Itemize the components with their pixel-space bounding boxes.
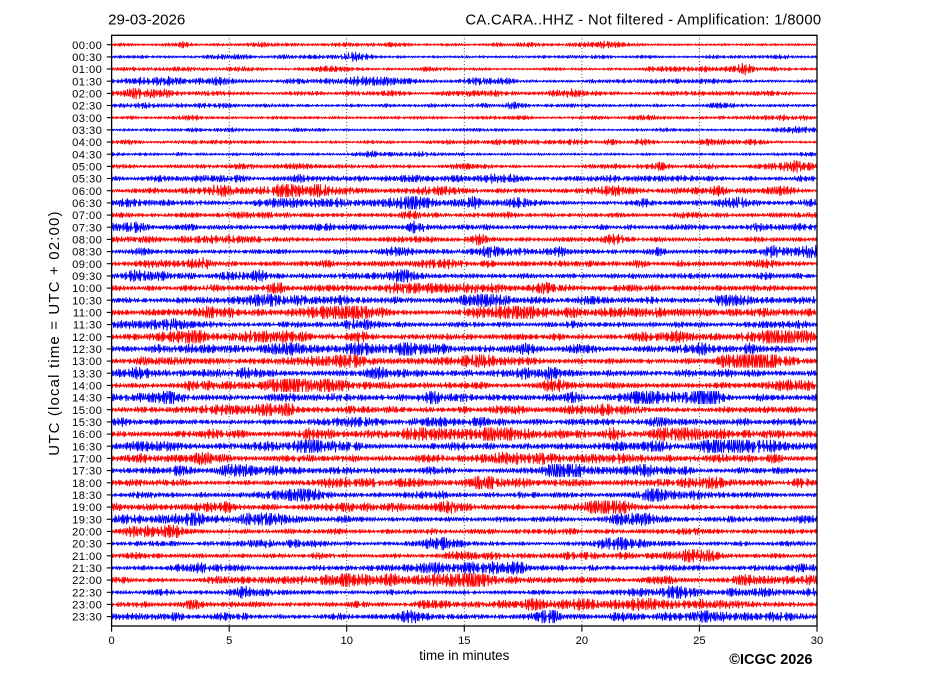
svg-text:22:00: 22:00 bbox=[72, 575, 102, 587]
svg-text:0: 0 bbox=[108, 635, 114, 647]
svg-text:25: 25 bbox=[693, 635, 705, 647]
svg-text:12:00: 12:00 bbox=[72, 332, 102, 344]
svg-text:05:00: 05:00 bbox=[72, 162, 102, 174]
svg-text:07:30: 07:30 bbox=[72, 222, 102, 234]
svg-text:15: 15 bbox=[458, 635, 470, 647]
svg-text:23:00: 23:00 bbox=[72, 600, 102, 612]
svg-text:15:30: 15:30 bbox=[72, 417, 102, 429]
svg-text:06:00: 06:00 bbox=[72, 186, 102, 198]
svg-text:00:30: 00:30 bbox=[72, 52, 102, 64]
svg-text:14:00: 14:00 bbox=[72, 381, 102, 393]
svg-text:23:30: 23:30 bbox=[72, 612, 102, 624]
svg-text:00:00: 00:00 bbox=[72, 40, 102, 52]
svg-text:20:00: 20:00 bbox=[72, 527, 102, 539]
svg-text:18:30: 18:30 bbox=[72, 490, 102, 502]
svg-text:13:30: 13:30 bbox=[72, 368, 102, 380]
svg-text:10:00: 10:00 bbox=[72, 283, 102, 295]
svg-text:11:30: 11:30 bbox=[73, 320, 102, 332]
svg-text:09:00: 09:00 bbox=[72, 259, 102, 271]
svg-text:10:30: 10:30 bbox=[72, 295, 102, 307]
svg-text:13:00: 13:00 bbox=[72, 356, 102, 368]
svg-text:17:30: 17:30 bbox=[72, 466, 102, 478]
svg-text:18:00: 18:00 bbox=[72, 478, 102, 490]
svg-text:CA.CARA..HHZ - Not filtered -: CA.CARA..HHZ - Not filtered - Amplificat… bbox=[465, 13, 821, 29]
svg-text:03:00: 03:00 bbox=[72, 113, 102, 125]
svg-text:09:30: 09:30 bbox=[72, 271, 102, 283]
svg-text:06:30: 06:30 bbox=[72, 198, 102, 210]
svg-text:05:30: 05:30 bbox=[72, 174, 102, 186]
svg-text:UTC (local time = UTC + 02:00): UTC (local time = UTC + 02:00) bbox=[46, 210, 63, 455]
svg-text:19:00: 19:00 bbox=[72, 502, 102, 514]
svg-text:5: 5 bbox=[226, 635, 232, 647]
svg-text:21:00: 21:00 bbox=[72, 551, 102, 563]
svg-text:01:00: 01:00 bbox=[72, 64, 102, 76]
svg-text:20: 20 bbox=[576, 635, 588, 647]
svg-text:21:30: 21:30 bbox=[72, 563, 102, 575]
svg-text:04:00: 04:00 bbox=[72, 137, 102, 149]
svg-text:15:00: 15:00 bbox=[72, 405, 102, 417]
svg-text:02:00: 02:00 bbox=[72, 89, 102, 101]
svg-text:07:00: 07:00 bbox=[72, 210, 102, 222]
svg-text:time in minutes: time in minutes bbox=[419, 648, 509, 663]
svg-text:16:30: 16:30 bbox=[72, 441, 102, 453]
svg-text:19:30: 19:30 bbox=[72, 514, 102, 526]
svg-text:29-03-2026: 29-03-2026 bbox=[108, 12, 185, 29]
svg-text:©ICGC 2026: ©ICGC 2026 bbox=[729, 652, 812, 668]
svg-text:10: 10 bbox=[340, 635, 352, 647]
svg-text:17:00: 17:00 bbox=[72, 454, 102, 466]
svg-text:16:00: 16:00 bbox=[72, 429, 102, 441]
svg-text:20:30: 20:30 bbox=[72, 539, 102, 551]
svg-text:14:30: 14:30 bbox=[72, 393, 102, 405]
svg-text:03:30: 03:30 bbox=[72, 125, 102, 137]
svg-text:11:00: 11:00 bbox=[73, 308, 102, 320]
svg-text:22:30: 22:30 bbox=[72, 587, 102, 599]
svg-text:08:30: 08:30 bbox=[72, 247, 102, 259]
svg-text:12:30: 12:30 bbox=[72, 344, 102, 356]
svg-text:01:30: 01:30 bbox=[72, 76, 102, 88]
svg-text:04:30: 04:30 bbox=[72, 149, 102, 161]
svg-text:02:30: 02:30 bbox=[72, 101, 102, 113]
svg-text:30: 30 bbox=[811, 635, 823, 647]
svg-text:08:00: 08:00 bbox=[72, 235, 102, 247]
